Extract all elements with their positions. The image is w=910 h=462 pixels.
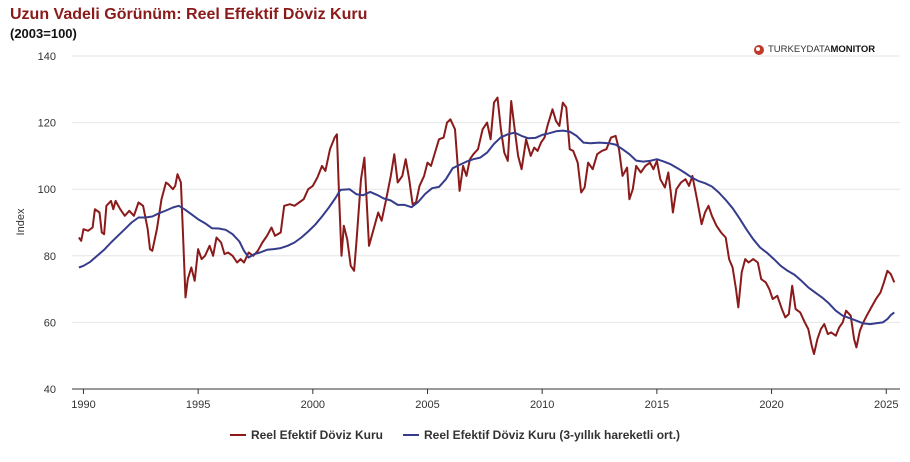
series-line-reel-efektif	[78, 96, 896, 355]
x-tick-label: 2005	[415, 399, 439, 411]
y-tick-label: 80	[44, 251, 56, 263]
x-tick-label: 2025	[874, 399, 898, 411]
legend-item-moving-average[interactable]: Reel Efektif Döviz Kuru (3-yıllık hareke…	[402, 428, 681, 442]
y-tick-label: 60	[44, 317, 56, 329]
x-tick-label: 2000	[301, 399, 325, 411]
legend-swatch-reel-efektif	[229, 434, 246, 436]
x-tick-label: 1990	[71, 399, 95, 411]
y-tick-label: 120	[38, 118, 56, 130]
axes: 40 60 80 100 120 140 1990 1995 2000 2005 2010 2015 2…	[38, 51, 900, 411]
chart-title: Uzun Vadeli Görünüm: Reel Effektif Döviz…	[10, 6, 368, 23]
chart-subtitle: (2003=100)	[10, 26, 77, 41]
brand-name-part1: TURKEYDATA	[768, 44, 831, 55]
y-axis-title: Index	[15, 208, 27, 235]
series-lines	[78, 96, 896, 355]
y-tick-label: 100	[38, 184, 56, 196]
brand-globe-icon	[754, 44, 764, 55]
chart-legend: Reel Efektif Döviz Kuru Reel Efektif Döv…	[0, 428, 910, 442]
y-tick-label: 40	[44, 384, 56, 396]
gridlines	[72, 55, 900, 323]
x-tick-label: 1995	[186, 399, 210, 411]
x-tick-label: 2020	[759, 399, 783, 411]
x-tick-label: 2015	[645, 399, 669, 411]
brand-logo: TURKEYDATA MONITOR	[754, 44, 875, 55]
legend-label-reel-efektif: Reel Efektif Döviz Kuru	[250, 428, 383, 442]
legend-swatch-moving-average	[402, 434, 419, 436]
brand-name-part2: MONITOR	[830, 44, 876, 55]
legend-item-reel-efektif[interactable]: Reel Efektif Döviz Kuru	[229, 428, 383, 442]
y-tick-label: 140	[38, 51, 56, 63]
x-tick-label: 2010	[530, 399, 554, 411]
legend-label-moving-average: Reel Efektif Döviz Kuru (3-yıllık hareke…	[423, 428, 681, 442]
series-line-moving-average	[78, 129, 895, 326]
